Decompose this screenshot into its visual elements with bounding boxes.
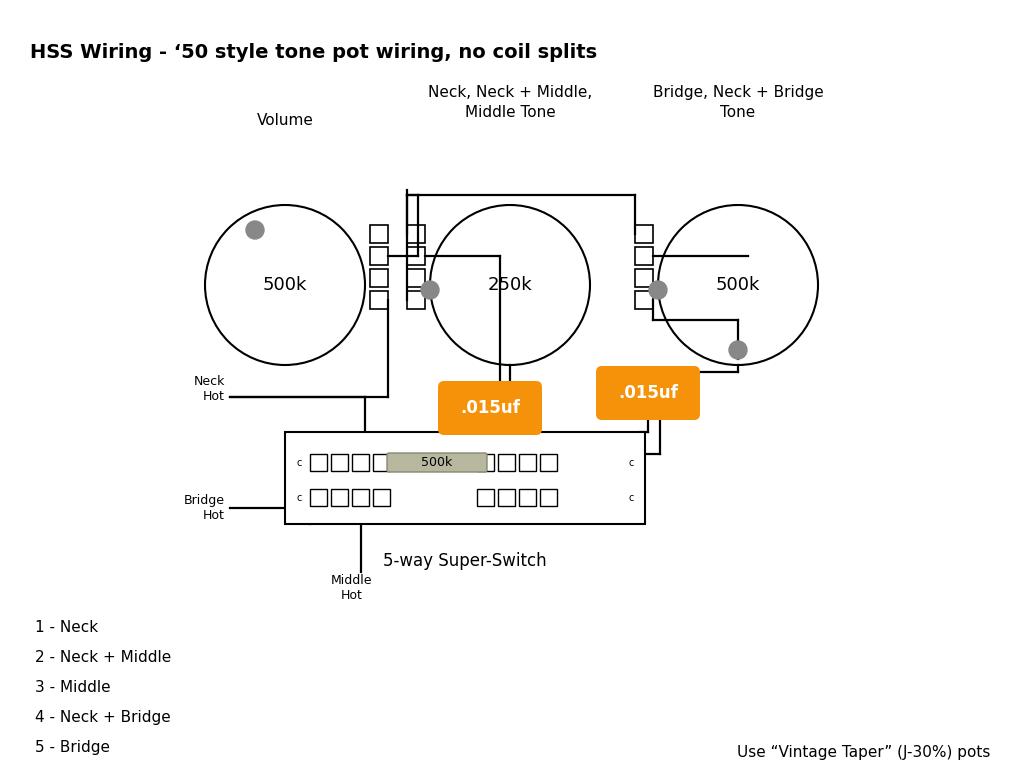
Bar <box>373 489 390 506</box>
Text: 500k: 500k <box>263 276 307 294</box>
Bar <box>540 454 557 471</box>
Text: 3 - Middle: 3 - Middle <box>35 680 111 695</box>
Bar <box>331 454 348 471</box>
Bar <box>407 269 425 287</box>
Bar <box>498 489 515 506</box>
Circle shape <box>246 221 264 239</box>
Text: Use “Vintage Taper” (J-30%) pots: Use “Vintage Taper” (J-30%) pots <box>736 745 990 760</box>
Bar <box>310 489 327 506</box>
Bar <box>477 454 494 471</box>
Text: 500k: 500k <box>716 276 760 294</box>
FancyBboxPatch shape <box>596 366 700 420</box>
Text: 1 - Neck: 1 - Neck <box>35 620 98 635</box>
Bar <box>540 489 557 506</box>
Bar <box>310 454 327 471</box>
Bar <box>352 489 369 506</box>
Bar <box>635 269 653 287</box>
Bar <box>407 247 425 265</box>
Circle shape <box>421 281 439 299</box>
Bar <box>498 454 515 471</box>
Text: c: c <box>629 458 634 467</box>
Text: .015uf: .015uf <box>460 399 520 417</box>
Text: Volume: Volume <box>257 113 313 128</box>
Text: Middle
Hot: Middle Hot <box>331 574 373 602</box>
Text: 4 - Neck + Bridge: 4 - Neck + Bridge <box>35 710 171 725</box>
Text: 5-way Super-Switch: 5-way Super-Switch <box>383 552 547 570</box>
Bar <box>519 489 536 506</box>
Bar <box>477 489 494 506</box>
Bar <box>635 247 653 265</box>
Bar <box>370 291 388 309</box>
Bar <box>285 432 645 524</box>
Bar <box>352 454 369 471</box>
Bar <box>331 489 348 506</box>
FancyBboxPatch shape <box>387 453 487 472</box>
Bar <box>635 291 653 309</box>
Bar <box>373 454 390 471</box>
Bar <box>519 454 536 471</box>
Circle shape <box>649 281 667 299</box>
Text: .015uf: .015uf <box>618 384 678 402</box>
Text: 2 - Neck + Middle: 2 - Neck + Middle <box>35 650 171 665</box>
Bar <box>370 247 388 265</box>
Text: HSS Wiring - ‘50 style tone pot wiring, no coil splits: HSS Wiring - ‘50 style tone pot wiring, … <box>30 42 597 61</box>
Text: Bridge, Neck + Bridge
Tone: Bridge, Neck + Bridge Tone <box>652 85 823 120</box>
FancyBboxPatch shape <box>438 381 542 435</box>
Bar <box>370 225 388 243</box>
Circle shape <box>729 341 746 359</box>
Text: 250k: 250k <box>487 276 532 294</box>
Bar <box>407 291 425 309</box>
Text: 5 - Bridge: 5 - Bridge <box>35 740 110 755</box>
Bar <box>407 225 425 243</box>
Text: 500k: 500k <box>421 456 453 469</box>
Text: c: c <box>296 458 302 467</box>
Bar <box>635 225 653 243</box>
Text: Neck, Neck + Middle,
Middle Tone: Neck, Neck + Middle, Middle Tone <box>428 85 592 120</box>
Text: Neck
Hot: Neck Hot <box>194 375 225 403</box>
Text: c: c <box>296 492 302 503</box>
Text: Bridge
Hot: Bridge Hot <box>184 494 225 522</box>
Bar <box>370 269 388 287</box>
Text: c: c <box>629 492 634 503</box>
